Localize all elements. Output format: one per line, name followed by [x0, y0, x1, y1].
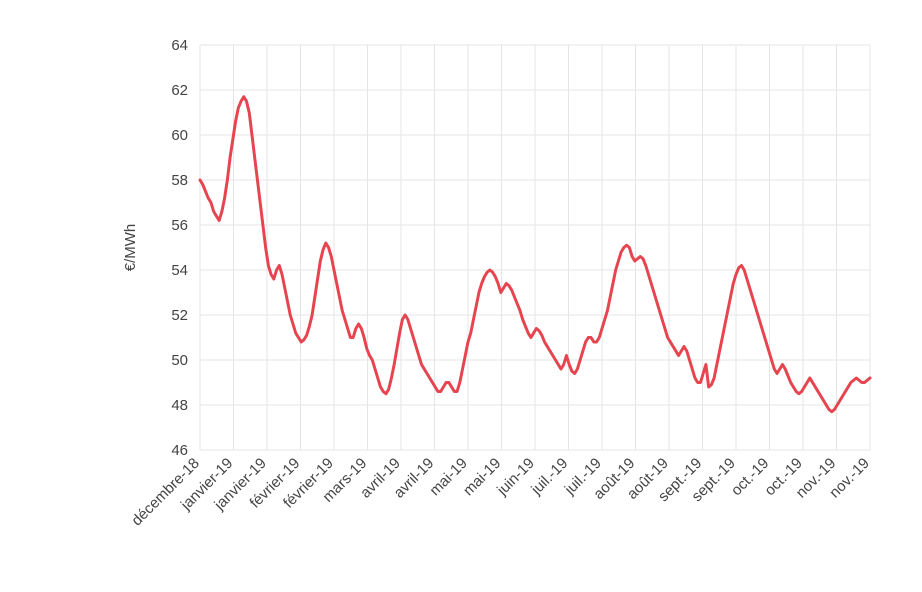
- y-tick-label: 52: [171, 307, 188, 324]
- y-tick-label: 56: [171, 217, 188, 234]
- y-tick-label: 46: [171, 442, 188, 459]
- chart-canvas: 46485052545658606264€/MWhdécembre-18janv…: [0, 0, 922, 592]
- y-tick-label: 58: [171, 172, 188, 189]
- y-tick-label: 60: [171, 127, 188, 144]
- y-tick-label: 62: [171, 82, 188, 99]
- y-tick-label: 54: [171, 262, 188, 279]
- y-axis-title: €/MWh: [122, 224, 139, 272]
- y-tick-label: 64: [171, 37, 188, 54]
- price-line-chart: 46485052545658606264€/MWhdécembre-18janv…: [0, 0, 922, 592]
- y-tick-label: 50: [171, 352, 188, 369]
- y-tick-label: 48: [171, 397, 188, 414]
